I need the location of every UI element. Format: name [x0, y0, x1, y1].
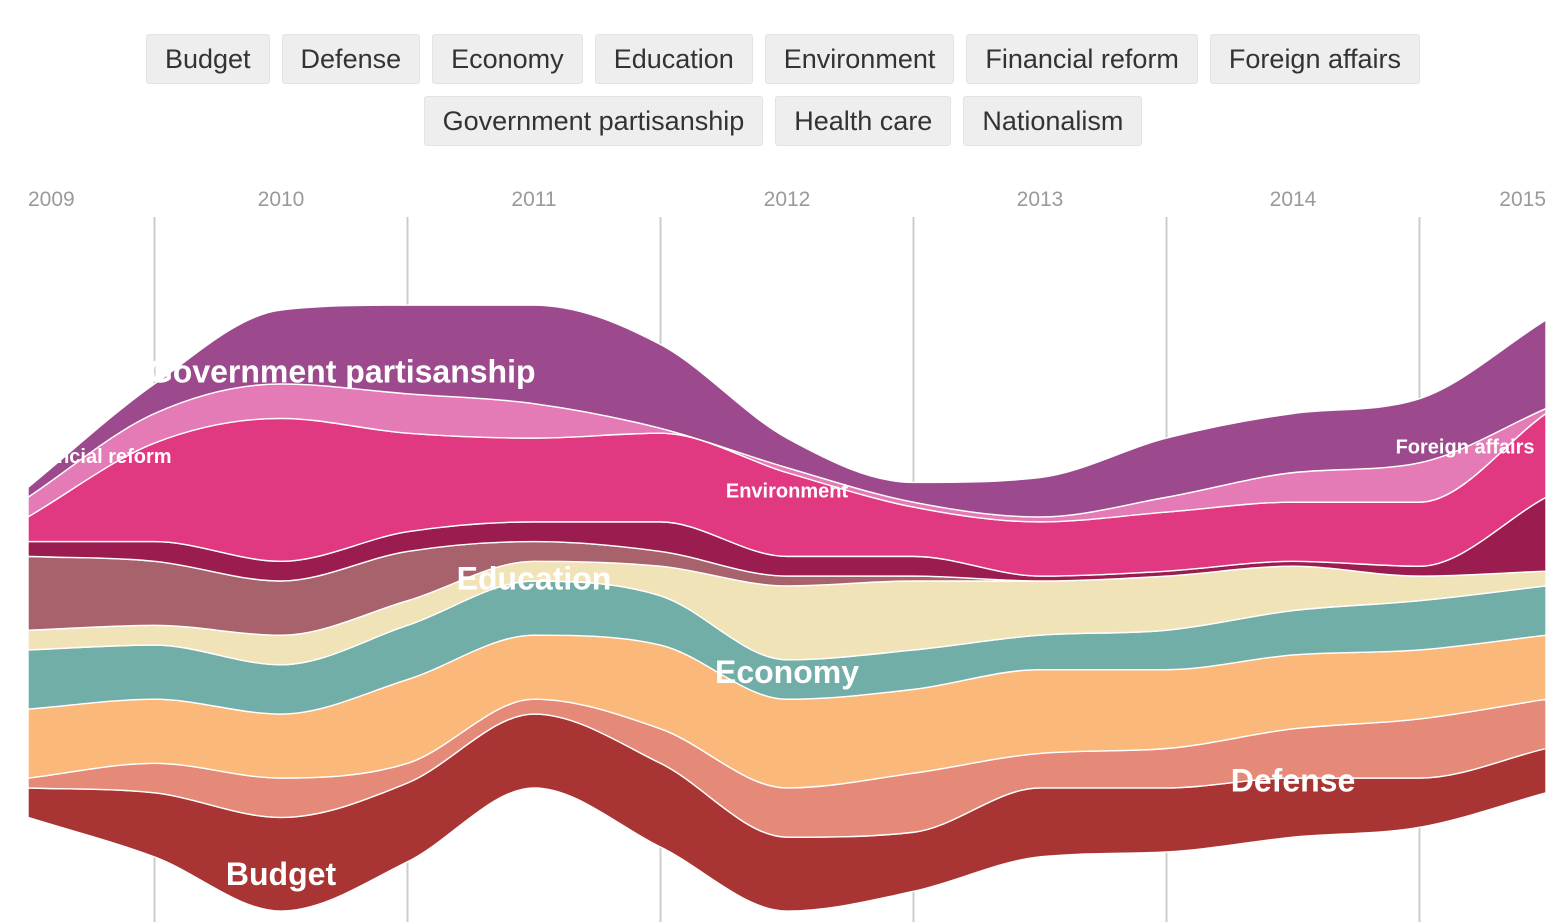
x-tick-label: 2014 — [1270, 188, 1317, 211]
stream-labels: Budget Defense Economy Education Environment… — [16, 245, 1535, 892]
stream-label-economy: Economy — [715, 654, 859, 690]
x-tick-label: 2012 — [764, 188, 811, 211]
filter-button-health-care[interactable]: Health care — [775, 96, 952, 146]
stream-label-budget: Budget — [226, 856, 337, 892]
filter-button-foreign-affairs[interactable]: Foreign affairs — [1209, 34, 1421, 84]
filter-button-nationalism[interactable]: Nationalism — [963, 96, 1143, 146]
stream-label-education: Education — [457, 560, 612, 596]
stream-label-financial-reform: Financial reform — [16, 446, 172, 468]
x-axis-ticks: 2009 2010 2011 2012 2013 2014 2015 — [28, 188, 1546, 211]
topic-filter-bar: Budget Defense Economy Education Environment… — [0, 34, 1566, 146]
stream-nationalism[interactable] — [27, 304, 1547, 518]
filter-button-economy[interactable]: Economy — [432, 34, 583, 84]
filter-button-financial-reform[interactable]: Financial reform — [966, 34, 1198, 84]
filter-button-government-partisanship[interactable]: Government partisanship — [423, 96, 764, 146]
stream-label-environment: Environment — [726, 481, 849, 503]
streamgraph: 2009 2010 2011 2012 2013 2014 2015 Budget Defen… — [16, 188, 1547, 922]
x-tick-label: 2013 — [1017, 188, 1064, 211]
filter-button-defense[interactable]: Defense — [281, 34, 421, 84]
stream-label-nationalism: Nationalism — [443, 245, 624, 281]
stream-label-defense: Defense — [1231, 762, 1356, 798]
x-tick-label: 2009 — [28, 188, 75, 211]
stream-label-health-care: Health care — [227, 279, 335, 301]
x-tick-label: 2011 — [511, 188, 556, 211]
filter-button-budget[interactable]: Budget — [145, 34, 270, 84]
stream-label-foreign-affairs: Foreign affairs — [1396, 436, 1535, 458]
x-tick-label: 2010 — [258, 188, 305, 211]
filter-button-education[interactable]: Education — [594, 34, 753, 84]
x-tick-label: 2015 — [1499, 188, 1546, 211]
stream-layers — [27, 304, 1547, 912]
stream-label-government-partisanship: Government partisanship — [148, 354, 536, 390]
filter-button-environment[interactable]: Environment — [764, 34, 955, 84]
